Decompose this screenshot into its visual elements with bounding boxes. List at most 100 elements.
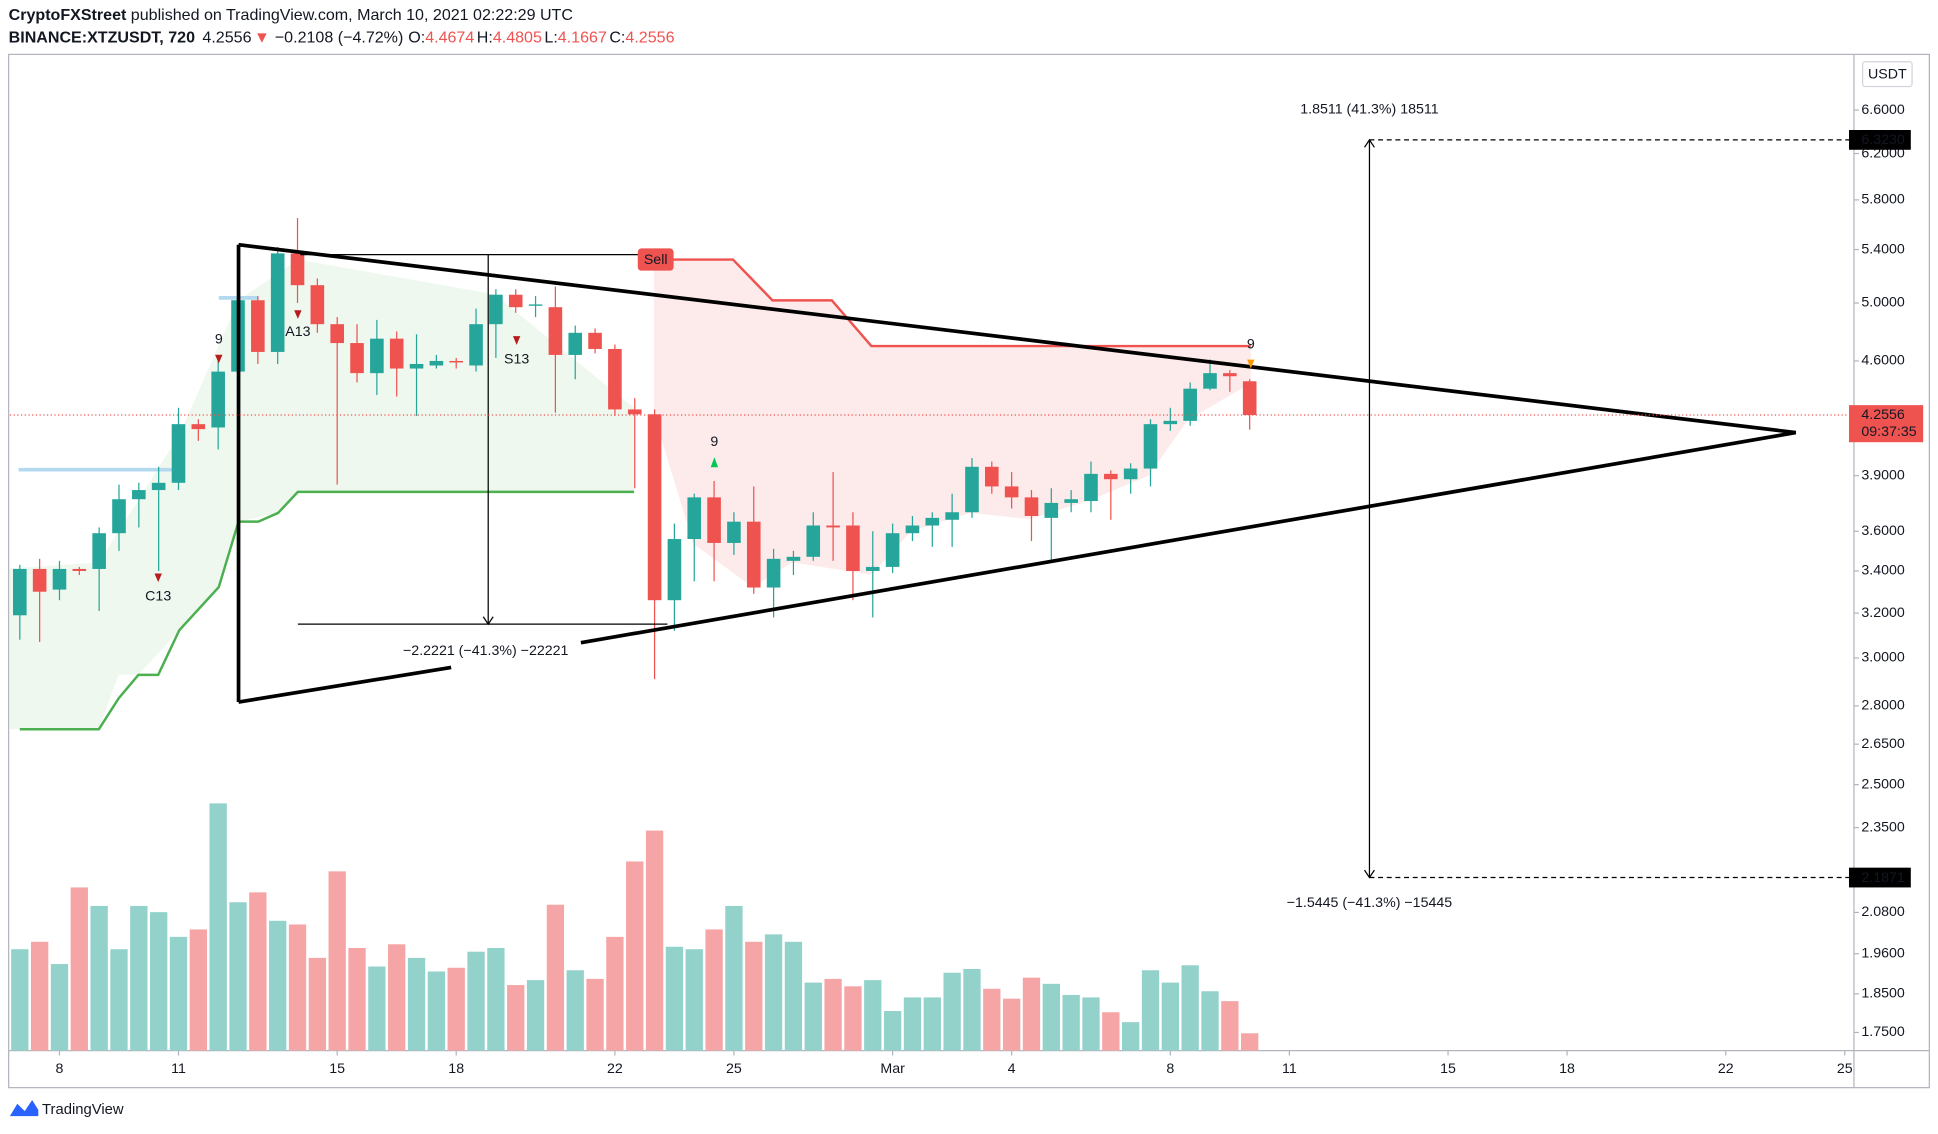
measure-label: −1.5445 (−41.3%) −15445 [1287, 895, 1453, 911]
y-tick-label: 1.7500 [1861, 1024, 1905, 1040]
candle-body [429, 360, 444, 366]
x-tick-label: 8 [1166, 1061, 1174, 1077]
y-tick-label: 5.4000 [1861, 241, 1905, 257]
publisher-line: CryptoFXStreet published on TradingView.… [9, 6, 573, 24]
volume-bar [50, 964, 69, 1051]
symbol: BINANCE:XTZUSDT, 720 [9, 29, 195, 47]
x-tick-label: 18 [448, 1061, 464, 1077]
x-tick-label: 4 [1008, 1061, 1016, 1077]
signal-arrow [710, 457, 719, 468]
candle-body [489, 294, 503, 325]
support-line [19, 490, 635, 731]
candle-body [72, 568, 87, 571]
candle-body [409, 363, 424, 369]
measure-label: 1.8511 (41.3%) 18511 [1300, 102, 1439, 118]
volume-bar [348, 947, 366, 1051]
volume-bar [447, 967, 465, 1051]
brand-logo [9, 1100, 39, 1117]
candle-body [290, 253, 305, 286]
published: published on TradingView.com, March 10, … [126, 6, 573, 24]
x-tick-label: Mar [880, 1061, 905, 1077]
candle-body [766, 558, 781, 588]
volume-bar [110, 949, 128, 1051]
sell-label: Sell [644, 252, 668, 268]
volume-bar [685, 949, 703, 1051]
volume-bar [943, 972, 961, 1051]
x-tick-label: 15 [329, 1061, 345, 1077]
volume-bar [1241, 1033, 1259, 1051]
volume-bar [566, 970, 584, 1051]
resistance-fill [653, 259, 1251, 588]
volume-bar [963, 968, 981, 1051]
candle-body [211, 371, 225, 428]
y-tick-label: 3.2000 [1861, 605, 1905, 621]
candle-body [1203, 373, 1217, 389]
y-tick-label: 1.8500 [1861, 986, 1905, 1002]
ohlc-val: 4.1667 [558, 29, 607, 47]
candle-body [905, 525, 920, 534]
volume-bar [1141, 970, 1160, 1051]
volume-bar [824, 978, 842, 1051]
volume-bar [1181, 965, 1199, 1051]
volume-bar [1201, 991, 1219, 1051]
currency: USDT [1868, 67, 1907, 83]
triangle-lower [238, 665, 452, 704]
volume-bar [407, 957, 426, 1051]
volume-bar [467, 951, 485, 1051]
volume-bar [645, 830, 664, 1051]
candle-body [251, 300, 265, 352]
volume-bar [90, 905, 108, 1051]
ohlc-val: 4.4674 [425, 29, 474, 47]
candle-body [925, 517, 940, 526]
x-tick-label: 22 [1718, 1061, 1734, 1077]
volume-bar [883, 1011, 902, 1051]
candle-body [826, 525, 840, 528]
candle-body [151, 482, 166, 491]
ohlc-key: L: [544, 29, 557, 47]
volume-bar [150, 912, 168, 1051]
y-tick-label: 1.9600 [1861, 945, 1905, 961]
y-tick-label: 3.4000 [1861, 563, 1905, 579]
candle-body [32, 568, 47, 592]
y-tick-label: 3.0000 [1861, 650, 1905, 666]
volume-bar [209, 803, 227, 1051]
publisher: CryptoFXStreet [9, 6, 127, 24]
signal-arrow [154, 573, 162, 583]
candle-body [92, 533, 106, 569]
volume-bar [764, 934, 783, 1051]
candle-body [627, 409, 642, 415]
candle-body [608, 348, 622, 410]
level-label: 2.1871 [1861, 870, 1905, 886]
candle-body [1223, 373, 1237, 377]
symbol-line: BINANCE:XTZUSDT, 720 4.2556 ▼ −0.2108 (−4.7… [9, 29, 675, 47]
indicator-shading [9, 258, 1251, 731]
ohlc-key: O: [408, 29, 425, 47]
volume-bar [269, 920, 287, 1051]
signal-arrow [512, 336, 521, 345]
ohlc-val: 4.4805 [493, 29, 542, 47]
ohlc-val: 4.2556 [625, 29, 674, 47]
y-tick-label: 2.3500 [1861, 819, 1905, 835]
candle-body [727, 521, 741, 543]
signal-label: S13 [504, 351, 529, 367]
signal-label: 9 [215, 332, 223, 348]
volume-bar [1161, 982, 1179, 1051]
x-tick-label: 11 [171, 1061, 186, 1077]
candles [13, 218, 1257, 680]
volume-bar [983, 988, 1001, 1051]
y-tick-label: 5.0000 [1861, 295, 1905, 311]
volume-bar [864, 980, 882, 1051]
volume-bar [11, 949, 29, 1051]
candle-body [945, 512, 959, 520]
change-arrow: ▼ [254, 29, 270, 47]
candle-body [1123, 468, 1138, 480]
volume-bar [844, 986, 862, 1051]
volume-bar [586, 978, 604, 1051]
volume-bar [1122, 1022, 1140, 1051]
y-tick-label: 4.6000 [1861, 353, 1905, 369]
ohlc-key: C: [609, 29, 625, 47]
candle-body [330, 324, 344, 344]
resistance-line [653, 258, 1251, 348]
x-tick-label: 25 [1837, 1061, 1853, 1077]
